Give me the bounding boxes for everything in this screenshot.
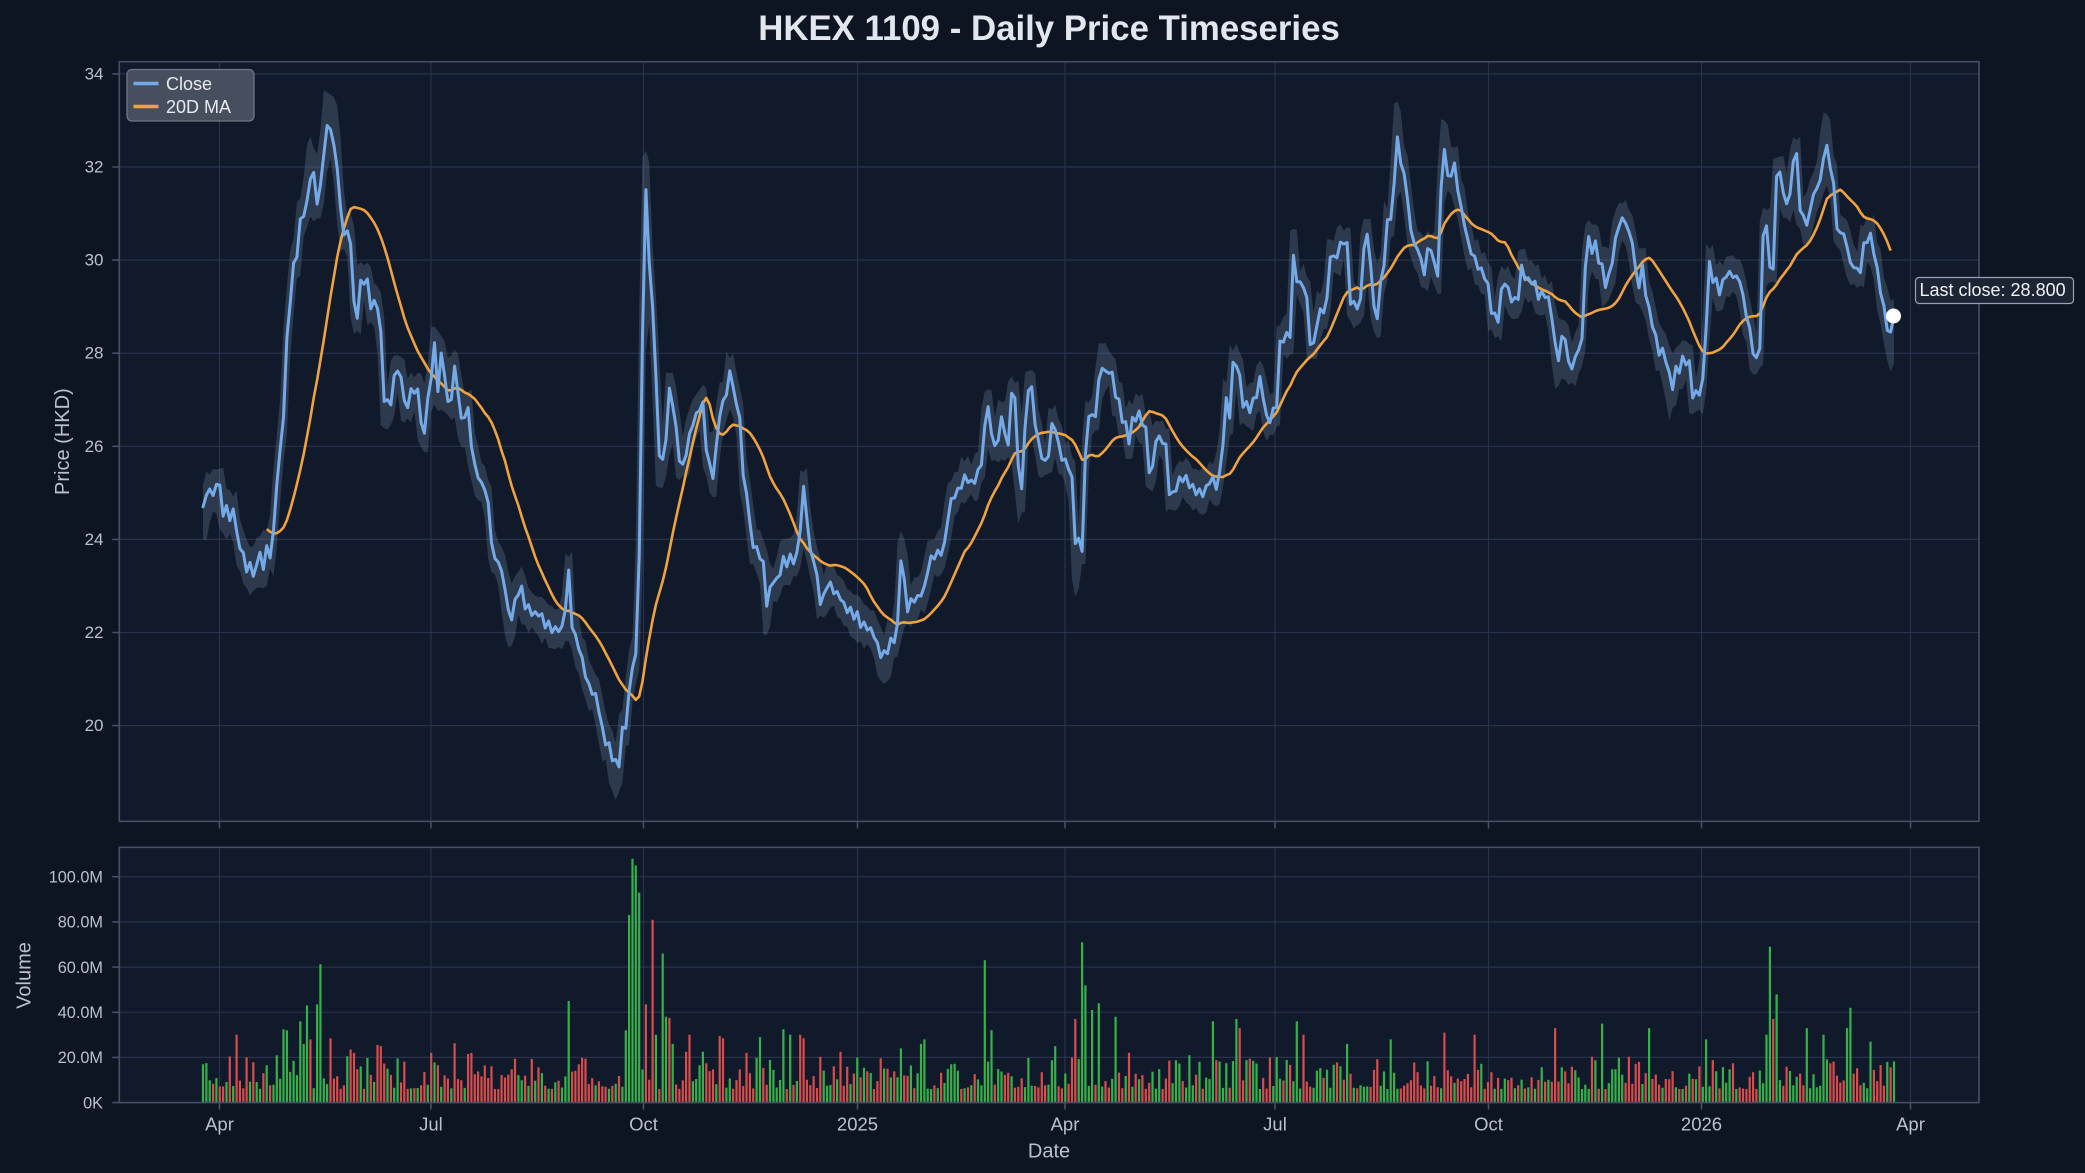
svg-text:Jul: Jul — [1263, 1114, 1287, 1135]
svg-text:24: 24 — [85, 530, 104, 549]
svg-text:20: 20 — [85, 716, 104, 735]
svg-text:32: 32 — [85, 158, 104, 177]
svg-text:60.0M: 60.0M — [58, 959, 103, 977]
svg-text:80.0M: 80.0M — [58, 914, 103, 932]
svg-text:22: 22 — [85, 623, 104, 642]
svg-text:20D MA: 20D MA — [166, 97, 231, 117]
svg-text:2026: 2026 — [1681, 1114, 1722, 1135]
svg-text:Jul: Jul — [419, 1114, 443, 1135]
svg-text:2025: 2025 — [837, 1114, 878, 1135]
svg-text:HKEX 1109 - Daily Price Timese: HKEX 1109 - Daily Price Timeseries — [758, 9, 1340, 48]
svg-text:Price (HKD): Price (HKD) — [52, 388, 74, 495]
svg-text:Oct: Oct — [1474, 1114, 1503, 1135]
svg-text:Date: Date — [1028, 1141, 1070, 1163]
svg-text:Oct: Oct — [629, 1114, 658, 1135]
svg-text:Apr: Apr — [205, 1114, 234, 1135]
svg-text:0K: 0K — [83, 1094, 103, 1112]
svg-text:Apr: Apr — [1896, 1114, 1925, 1135]
svg-text:26: 26 — [85, 437, 104, 456]
svg-text:100.0M: 100.0M — [49, 868, 103, 886]
svg-text:30: 30 — [85, 251, 104, 270]
svg-text:20.0M: 20.0M — [58, 1049, 103, 1067]
svg-text:Last close: 28.800: Last close: 28.800 — [1920, 280, 2066, 300]
svg-text:34: 34 — [85, 64, 104, 83]
svg-text:28: 28 — [85, 344, 104, 363]
svg-text:40.0M: 40.0M — [58, 1004, 103, 1022]
svg-text:Volume: Volume — [14, 942, 36, 1009]
svg-text:Apr: Apr — [1051, 1114, 1080, 1135]
svg-text:Close: Close — [166, 74, 212, 94]
